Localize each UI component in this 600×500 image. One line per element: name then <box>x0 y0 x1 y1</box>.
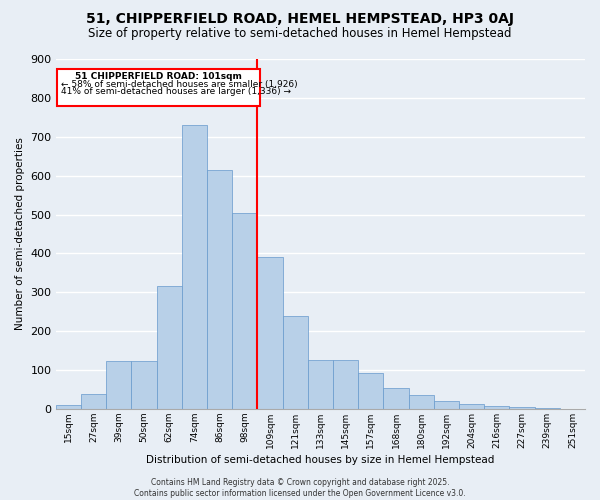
X-axis label: Distribution of semi-detached houses by size in Hemel Hempstead: Distribution of semi-detached houses by … <box>146 455 494 465</box>
Bar <box>106 362 131 409</box>
Bar <box>434 401 459 409</box>
Bar <box>409 396 434 409</box>
Text: 51 CHIPPERFIELD ROAD: 101sqm: 51 CHIPPERFIELD ROAD: 101sqm <box>75 72 242 81</box>
Bar <box>232 212 257 409</box>
Bar <box>182 125 207 409</box>
Bar <box>57 68 260 106</box>
Y-axis label: Number of semi-detached properties: Number of semi-detached properties <box>15 138 25 330</box>
Bar <box>535 408 560 409</box>
Text: Contains HM Land Registry data © Crown copyright and database right 2025.
Contai: Contains HM Land Registry data © Crown c… <box>134 478 466 498</box>
Bar <box>383 388 409 409</box>
Bar <box>308 360 333 409</box>
Bar <box>283 316 308 409</box>
Bar <box>81 394 106 409</box>
Bar <box>157 286 182 409</box>
Bar <box>257 258 283 409</box>
Bar <box>484 406 509 409</box>
Text: Size of property relative to semi-detached houses in Hemel Hempstead: Size of property relative to semi-detach… <box>88 28 512 40</box>
Bar <box>131 362 157 409</box>
Text: 41% of semi-detached houses are larger (1,336) →: 41% of semi-detached houses are larger (… <box>61 88 291 96</box>
Text: 51, CHIPPERFIELD ROAD, HEMEL HEMPSTEAD, HP3 0AJ: 51, CHIPPERFIELD ROAD, HEMEL HEMPSTEAD, … <box>86 12 514 26</box>
Bar <box>459 404 484 409</box>
Bar <box>207 170 232 409</box>
Bar <box>358 373 383 409</box>
Bar <box>56 405 81 409</box>
Text: ← 58% of semi-detached houses are smaller (1,926): ← 58% of semi-detached houses are smalle… <box>61 80 298 88</box>
Bar <box>333 360 358 409</box>
Bar <box>509 407 535 409</box>
